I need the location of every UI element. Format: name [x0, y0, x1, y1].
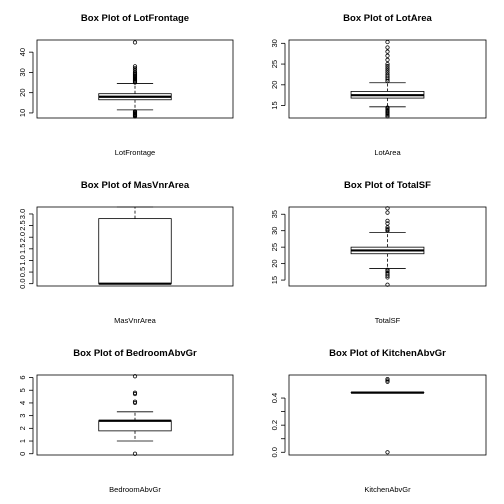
outlier-point: [386, 50, 389, 53]
y-tick-label: 0.0: [270, 447, 279, 457]
y-tick-label: 3: [18, 414, 27, 418]
outlier-point: [386, 211, 389, 214]
plot-frame: [289, 375, 486, 455]
outlier-point: [386, 58, 389, 61]
x-axis-label: MasVnrArea: [114, 316, 157, 325]
y-tick-label: 0.0: [18, 278, 27, 288]
outlier-point: [386, 40, 389, 43]
outlier-point: [386, 46, 389, 49]
y-tick-label: 20: [270, 81, 279, 89]
y-tick-label: 30: [18, 68, 27, 76]
y-tick-label: 35: [270, 210, 279, 218]
chart-panel-1: Box Plot of LotArea LotArea 15 20 25 30: [270, 13, 486, 157]
outlier-point: [133, 41, 136, 44]
outlier-point: [386, 54, 389, 57]
chart-panel-4: Box Plot of BedroomAbvGr BedroomAbvGr 0 1 2 3…: [18, 348, 233, 494]
outlier-point: [386, 451, 389, 454]
x-axis-label: BedroomAbvGr: [109, 485, 161, 494]
y-tick-label: 25: [270, 243, 279, 251]
y-tick-label: 2.5: [18, 220, 27, 230]
y-tick-label: 0.2: [270, 420, 279, 430]
y-tick-label: 1.0: [18, 255, 27, 265]
chart-title: Box Plot of TotalSF: [344, 180, 431, 191]
y-tick-label: 25: [270, 60, 279, 68]
y-tick-label: 0.4: [270, 393, 279, 403]
y-tick-label: 20: [18, 89, 27, 97]
chart-panel-3: Box Plot of TotalSF TotalSF 15 20 25 30 35: [270, 180, 486, 325]
y-tick-label: 15: [270, 101, 279, 109]
y-tick-label: 20: [270, 259, 279, 267]
y-tick-label: 3.0: [18, 209, 27, 219]
y-tick-label: 30: [270, 227, 279, 235]
y-tick-label: 40: [18, 48, 27, 56]
y-tick-label: 15: [270, 276, 279, 284]
y-tick-label: 6: [18, 375, 27, 379]
chart-title: Box Plot of BedroomAbvGr: [73, 348, 197, 359]
y-tick-label: 0: [18, 452, 27, 456]
x-axis-label: LotFrontage: [115, 148, 155, 157]
x-axis-label: TotalSF: [375, 316, 401, 325]
chart-title: Box Plot of LotArea: [343, 13, 432, 24]
chart-title: Box Plot of MasVnrArea: [81, 180, 190, 191]
box-iqr: [99, 421, 172, 431]
y-tick-label: 2: [18, 426, 27, 430]
y-tick-label: 30: [270, 39, 279, 47]
y-tick-label: 1: [18, 439, 27, 443]
y-tick-label: 5: [18, 388, 27, 392]
y-tick-label: 4: [18, 401, 27, 405]
y-tick-label: 1.5: [18, 244, 27, 254]
chart-title: Box Plot of KitchenAbvGr: [329, 348, 446, 359]
x-axis-label: KitchenAbvGr: [364, 485, 411, 494]
y-tick-label: 10: [18, 109, 27, 117]
x-axis-label: LotArea: [374, 148, 401, 157]
chart-panel-0: Box Plot of LotFrontage LotFrontage 10 20 30…: [18, 13, 233, 157]
chart-panel-5: Box Plot of KitchenAbvGr KitchenAbvGr 0.0 0…: [270, 348, 486, 494]
y-tick-label: 2.0: [18, 232, 27, 242]
box-iqr: [99, 219, 172, 284]
chart-title: Box Plot of LotFrontage: [81, 13, 189, 24]
y-tick-label: 0.5: [18, 267, 27, 277]
chart-panel-2: Box Plot of MasVnrArea MasVnrArea 0.00.5 1.…: [18, 180, 233, 325]
